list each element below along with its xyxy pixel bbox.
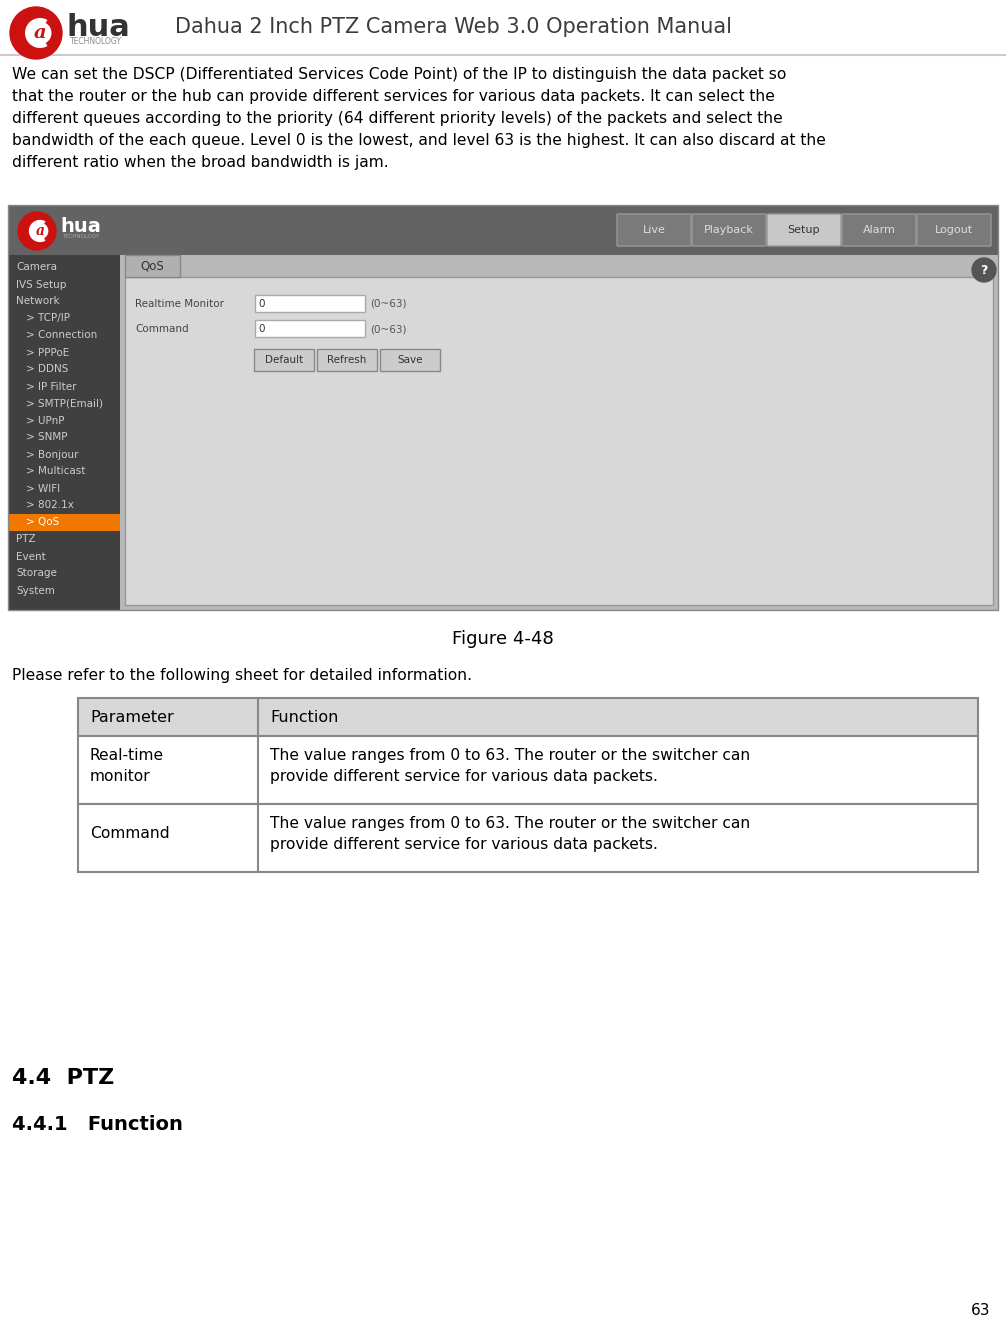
Text: Network: Network [16, 297, 59, 306]
Circle shape [18, 212, 56, 250]
Text: The value ranges from 0 to 63. The router or the switcher can
provide different : The value ranges from 0 to 63. The route… [270, 817, 750, 852]
Text: Refresh: Refresh [327, 356, 367, 365]
FancyBboxPatch shape [78, 737, 978, 805]
Text: TECHNOLOGY: TECHNOLOGY [70, 36, 122, 45]
Text: 0: 0 [258, 324, 265, 334]
Text: > PPPoE: > PPPoE [26, 348, 69, 357]
Text: Logout: Logout [935, 225, 973, 234]
FancyBboxPatch shape [125, 254, 180, 277]
Text: bandwidth of the each queue. Level 0 is the lowest, and level 63 is the highest.: bandwidth of the each queue. Level 0 is … [12, 133, 826, 148]
Text: > Bonjour: > Bonjour [26, 449, 78, 460]
Text: Command: Command [135, 324, 188, 334]
Text: > 802.1x: > 802.1x [26, 501, 73, 510]
Text: > TCP/IP: > TCP/IP [26, 313, 70, 324]
Text: Alarm: Alarm [862, 225, 895, 234]
Text: > IP Filter: > IP Filter [26, 381, 76, 392]
Circle shape [10, 7, 62, 59]
FancyBboxPatch shape [692, 214, 766, 246]
FancyBboxPatch shape [78, 698, 978, 737]
FancyBboxPatch shape [254, 349, 314, 372]
FancyBboxPatch shape [78, 805, 978, 872]
FancyBboxPatch shape [255, 294, 365, 312]
FancyBboxPatch shape [842, 214, 916, 246]
Text: Real-time
monitor: Real-time monitor [90, 749, 164, 785]
Text: > QoS: > QoS [26, 518, 59, 527]
FancyBboxPatch shape [317, 349, 377, 372]
Text: Dahua 2 Inch PTZ Camera Web 3.0 Operation Manual: Dahua 2 Inch PTZ Camera Web 3.0 Operatio… [175, 17, 732, 37]
Text: (0~63): (0~63) [370, 324, 406, 334]
Text: a: a [33, 24, 46, 43]
Text: Realtime Monitor: Realtime Monitor [135, 298, 224, 309]
Text: Camera: Camera [16, 262, 57, 273]
Text: 63: 63 [971, 1303, 990, 1317]
Text: hua: hua [67, 12, 131, 41]
FancyBboxPatch shape [120, 254, 998, 610]
Text: Please refer to the following sheet for detailed information.: Please refer to the following sheet for … [12, 669, 472, 683]
FancyBboxPatch shape [8, 254, 120, 610]
Text: Live: Live [643, 225, 665, 234]
Text: TECHNOLOGY: TECHNOLOGY [62, 234, 100, 240]
Text: > UPnP: > UPnP [26, 416, 64, 425]
Text: Figure 4-48: Figure 4-48 [452, 630, 554, 647]
FancyBboxPatch shape [8, 514, 120, 531]
Text: Setup: Setup [788, 225, 820, 234]
Text: The value ranges from 0 to 63. The router or the switcher can
provide different : The value ranges from 0 to 63. The route… [270, 749, 750, 785]
Circle shape [29, 221, 50, 241]
Text: > WIFI: > WIFI [26, 484, 60, 493]
FancyBboxPatch shape [125, 277, 993, 605]
Text: System: System [16, 586, 55, 595]
Text: > Connection: > Connection [26, 330, 98, 341]
Text: Save: Save [397, 356, 423, 365]
Text: Playback: Playback [704, 225, 753, 234]
Text: different ratio when the broad bandwidth is jam.: different ratio when the broad bandwidth… [12, 155, 388, 170]
Text: > SNMP: > SNMP [26, 433, 67, 442]
Text: Parameter: Parameter [90, 710, 174, 725]
Text: ?: ? [980, 264, 988, 277]
FancyBboxPatch shape [617, 214, 691, 246]
Text: 4.4.1   Function: 4.4.1 Function [12, 1115, 183, 1134]
Text: > Multicast: > Multicast [26, 466, 86, 477]
Text: that the router or the hub can provide different services for various data packe: that the router or the hub can provide d… [12, 89, 775, 104]
Text: Command: Command [90, 826, 170, 842]
FancyBboxPatch shape [380, 349, 440, 372]
Text: 0: 0 [258, 298, 265, 309]
Text: PTZ: PTZ [16, 534, 35, 545]
FancyBboxPatch shape [8, 205, 998, 254]
Text: Storage: Storage [16, 569, 57, 578]
Circle shape [26, 19, 54, 48]
Circle shape [972, 258, 996, 282]
Text: QoS: QoS [141, 260, 164, 273]
Text: IVS Setup: IVS Setup [16, 280, 66, 289]
Text: Function: Function [270, 710, 338, 725]
Text: 4.4  PTZ: 4.4 PTZ [12, 1068, 115, 1088]
Text: hua: hua [60, 217, 101, 236]
Text: Event: Event [16, 551, 45, 562]
Text: > DDNS: > DDNS [26, 365, 68, 374]
FancyBboxPatch shape [917, 214, 991, 246]
Text: We can set the DSCP (Differentiated Services Code Point) of the IP to distinguis: We can set the DSCP (Differentiated Serv… [12, 67, 787, 83]
Text: (0~63): (0~63) [370, 298, 406, 309]
Text: a: a [35, 224, 44, 238]
Text: different queues according to the priority (64 different priority levels) of the: different queues according to the priori… [12, 111, 783, 127]
FancyBboxPatch shape [255, 320, 365, 337]
FancyBboxPatch shape [767, 214, 841, 246]
Text: Default: Default [265, 356, 303, 365]
Text: > SMTP(Email): > SMTP(Email) [26, 398, 103, 409]
